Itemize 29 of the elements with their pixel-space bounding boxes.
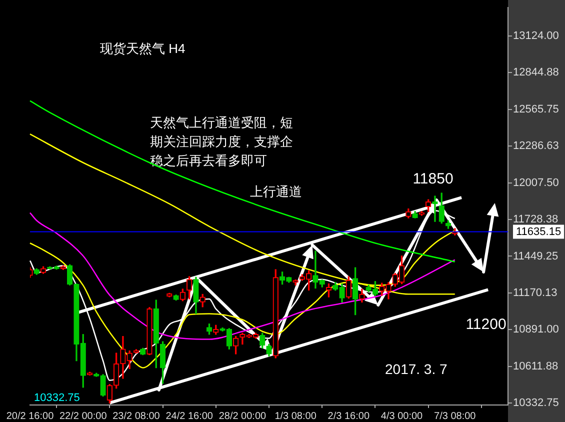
x-tick-label: 1/3 08:00 [274,410,317,422]
line-series [29,100,456,262]
y-tick-label: 11170.13 [513,286,558,299]
annotation: 上行通道 [250,183,303,201]
y-tick-label: 12286.63 [513,140,559,152]
ref-line-label: 11635.15 [516,226,562,238]
y-tick-label: 10332.75 [513,397,559,410]
annotation: 11850 [412,170,454,188]
y-tick-label: 10891.00 [513,324,559,336]
y-tick-label: 10611.88 [513,360,558,372]
text: 现货天然气 H4 [100,40,186,58]
x-tick-label: 20/2 16:00 [6,410,54,422]
y-tick-label: 12844.88 [513,66,559,79]
x-tick-label: 7/3 08:00 [434,410,476,422]
x-tick-label: 28/2 00:00 [218,410,267,422]
x-tick-label: 23/2 08:00 [112,410,160,422]
x-tick-label: 4/3 00:00 [380,410,424,422]
x-tick-label: 24/2 16:00 [166,410,214,422]
x-tick-label: 2/3 16:00 [328,410,370,422]
y-tick-label: 13124.00 [513,30,559,42]
y-tick-label: 12565.75 [513,103,559,116]
y-tick-label: 11728.38 [513,214,558,226]
annotation: 2017. 3. 7 [385,360,448,379]
y-tick-label: 11449.25 [513,250,558,262]
x-tick-label: 22/2 00:00 [59,410,108,422]
annotation: 11200 [466,316,506,334]
y-tick-label: 12007.50 [513,176,559,189]
annotation: 10332.75 [34,391,81,406]
line-series [29,212,456,340]
